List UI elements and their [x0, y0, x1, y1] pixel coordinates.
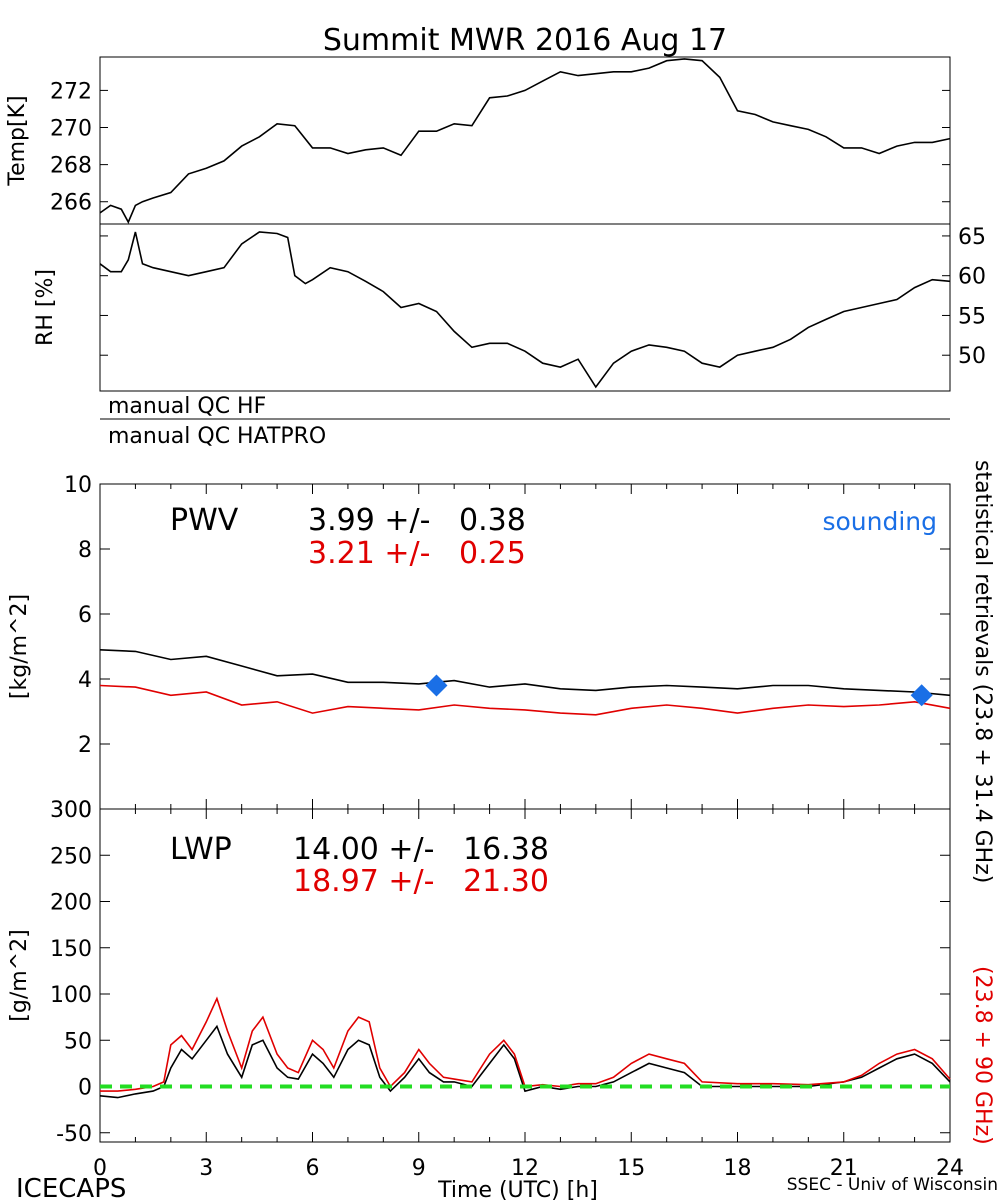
lwp-ylabel: [g/m^2]: [7, 929, 32, 1021]
pwv-series-23-8-31-4-ghz: [99, 649, 951, 697]
temp-ytick-label: 268: [50, 154, 92, 179]
sounding-marker: [425, 674, 448, 697]
lwp-ytick-label: 0: [78, 1076, 92, 1101]
rh-series-rh: [99, 231, 951, 389]
lwp-ytick-label: 200: [50, 891, 92, 916]
temp-ytick-label: 272: [50, 79, 92, 104]
footer-credit: SSEC - Univ of Wisconsin: [787, 1175, 998, 1195]
sounding-marker: [910, 684, 933, 707]
lwp-stat-1: 18.97 +/- 21.30: [293, 864, 549, 899]
pwv-panel: 0 2 4 6 8 10 [kg/m^2] PWV 3.99 +/- 0.383.21 +/- …: [7, 473, 951, 823]
pwv-ytick-label: 2: [78, 733, 92, 758]
pwv-ytick-label: 6: [78, 603, 92, 628]
rh-ytick-label: 55: [958, 304, 986, 329]
pwv-stat-1: 3.21 +/- 0.25: [308, 536, 526, 571]
pwv-legend: sounding: [822, 507, 937, 536]
pwv-ytick-label: 0: [78, 798, 92, 823]
lwp-ytick-label: -50: [56, 1122, 92, 1147]
pwv-ytick-label: 10: [64, 473, 92, 498]
footer-icecaps: ICECAPS: [16, 1174, 126, 1200]
lwp-ytick-label: 250: [50, 844, 92, 869]
lwp-stat-0: 14.00 +/- 16.38: [293, 832, 549, 867]
x-axis-label: Time (UTC) [h]: [437, 1178, 598, 1200]
lwp-xtick-label: 12: [511, 1156, 539, 1181]
temp-series-temp: [99, 58, 951, 224]
lwp-xtick-label: 24: [936, 1156, 964, 1181]
rh-panel: 50 55 60 65 RH [%]: [33, 223, 986, 392]
temp-ytick-label: 266: [50, 191, 92, 216]
pwv-panel-label: PWV: [170, 503, 239, 538]
rh-ytick-label: 50: [958, 344, 986, 369]
chart-title: Summit MWR 2016 Aug 17: [323, 23, 727, 58]
lwp-panel-label: LWP: [170, 832, 232, 867]
lwp-ytick-label: 100: [50, 983, 92, 1008]
rh-ytick-label: 60: [958, 265, 986, 290]
lwp-ytick-label: 50: [64, 1029, 92, 1054]
pwv-ytick-label: 4: [78, 668, 92, 693]
temp-panel: 266 268 270 272 Temp[K]: [5, 56, 951, 225]
qc-strip: manual QC HF manual QC HATPRO: [100, 394, 950, 449]
rh-frame: [99, 223, 951, 392]
lwp-xtick-label: 18: [724, 1156, 752, 1181]
right-label-statistical: statistical retrievals (23.8 + 31.4 GHz): [970, 460, 995, 883]
right-side-label: statistical retrievals (23.8 + 31.4 GHz)…: [970, 460, 995, 1145]
lwp-series-23-8-90-ghz: [100, 996, 951, 1092]
temp-frame: [99, 56, 951, 225]
pwv-series-23-8-90-ghz: [99, 684, 951, 716]
lwp-xtick-label: 6: [306, 1156, 320, 1181]
lwp-ytick-label: 300: [50, 798, 92, 823]
lwp-xtick-label: 9: [412, 1156, 426, 1181]
lwp-xtick-label: 21: [830, 1156, 858, 1181]
lwp-xtick-label: 3: [199, 1156, 213, 1181]
rh-ytick-label: 65: [958, 225, 986, 250]
lwp-xtick-label: 15: [617, 1156, 645, 1181]
qc-label-hatpro: manual QC HATPRO: [108, 424, 326, 449]
pwv-ylabel: [kg/m^2]: [7, 594, 32, 699]
lwp-ytick-label: 150: [50, 937, 92, 962]
pwv-ytick-label: 8: [78, 538, 92, 563]
temp-ytick-label: 270: [50, 117, 92, 142]
right-label-90ghz: (23.8 + 90 GHz): [970, 966, 995, 1145]
lwp-series-23-8-31-4-ghz: [99, 1024, 951, 1099]
lwp-xtick-label: 0: [93, 1156, 107, 1181]
temp-ylabel: Temp[K]: [5, 95, 30, 186]
rh-ylabel: RH [%]: [33, 269, 58, 346]
qc-label-hf: manual QC HF: [108, 394, 266, 419]
pwv-stat-0: 3.99 +/- 0.38: [308, 503, 526, 538]
